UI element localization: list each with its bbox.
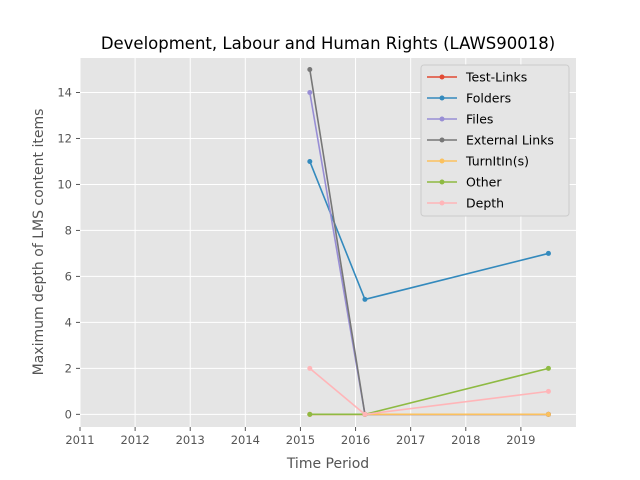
legend-label: Depth	[466, 196, 504, 211]
series-layer	[307, 66, 551, 417]
legend-label: Files	[466, 112, 493, 127]
series-depth	[307, 365, 551, 417]
x-tick-label: 2015	[286, 433, 315, 447]
legend-item: External Links	[427, 133, 554, 148]
data-point-folders	[307, 158, 313, 164]
legend: Test-Links Folders Files External Links Turn…	[420, 64, 570, 217]
x-tick-label: 2017	[396, 433, 425, 447]
y-axis: 0 2 4 6 8 10 12 14	[57, 85, 80, 421]
legend-swatch-marker	[439, 95, 445, 101]
x-tick-label: 2013	[176, 433, 205, 447]
y-tick-label: 12	[57, 131, 72, 145]
legend-item: Folders	[427, 91, 511, 106]
data-point-folders	[545, 250, 551, 256]
data-point-other	[545, 365, 551, 371]
legend-item: Test-Links	[427, 70, 527, 85]
data-point-external-links	[307, 66, 313, 72]
chart-title: Development, Labour and Human Rights (LA…	[101, 34, 555, 53]
x-tick-label: 2016	[341, 433, 370, 447]
legend-item: Other	[427, 175, 502, 190]
x-tick-label: 2012	[120, 433, 149, 447]
legend-label: Other	[466, 175, 502, 190]
x-axis-label: Time Period	[286, 456, 369, 472]
legend-label: External Links	[466, 133, 554, 148]
x-tick-label: 2019	[506, 433, 535, 447]
y-tick-label: 4	[65, 315, 72, 329]
data-point-depth	[545, 388, 551, 394]
y-tick-label: 14	[57, 85, 72, 99]
legend-item: Files	[427, 112, 493, 127]
x-axis: 2011 2012 2013 2014 2015 2016 2017 2018 2019	[65, 427, 536, 447]
legend-swatch-marker	[439, 158, 445, 164]
legend-label: TurnItIn(s)	[465, 154, 529, 169]
legend-item: Depth	[427, 196, 504, 211]
legend-swatch-marker	[439, 137, 445, 143]
y-tick-label: 8	[65, 223, 72, 237]
y-tick-label: 2	[65, 361, 72, 375]
y-tick-label: 10	[57, 177, 72, 191]
legend-label: Test-Links	[465, 70, 527, 85]
x-tick-label: 2014	[231, 433, 260, 447]
data-point-other	[307, 411, 313, 417]
data-point-depth	[362, 411, 368, 417]
x-tick-label: 2011	[65, 433, 94, 447]
legend-item: TurnItIn(s)	[427, 154, 529, 169]
legend-swatch-marker	[439, 179, 445, 185]
data-point-turnitin-s	[545, 411, 551, 417]
data-point-files	[307, 89, 313, 95]
legend-swatch-marker	[439, 116, 445, 122]
legend-label: Folders	[466, 91, 511, 106]
y-tick-label: 0	[65, 407, 72, 421]
legend-swatch-marker	[439, 74, 445, 80]
series-folders	[307, 158, 551, 302]
legend-swatch-marker	[439, 200, 445, 206]
x-tick-label: 2018	[451, 433, 480, 447]
y-axis-label: Maximum depth of LMS content items	[31, 109, 47, 376]
data-point-folders	[362, 296, 368, 302]
y-tick-label: 6	[65, 269, 72, 283]
data-point-depth	[307, 365, 313, 371]
legend-box	[420, 64, 570, 217]
